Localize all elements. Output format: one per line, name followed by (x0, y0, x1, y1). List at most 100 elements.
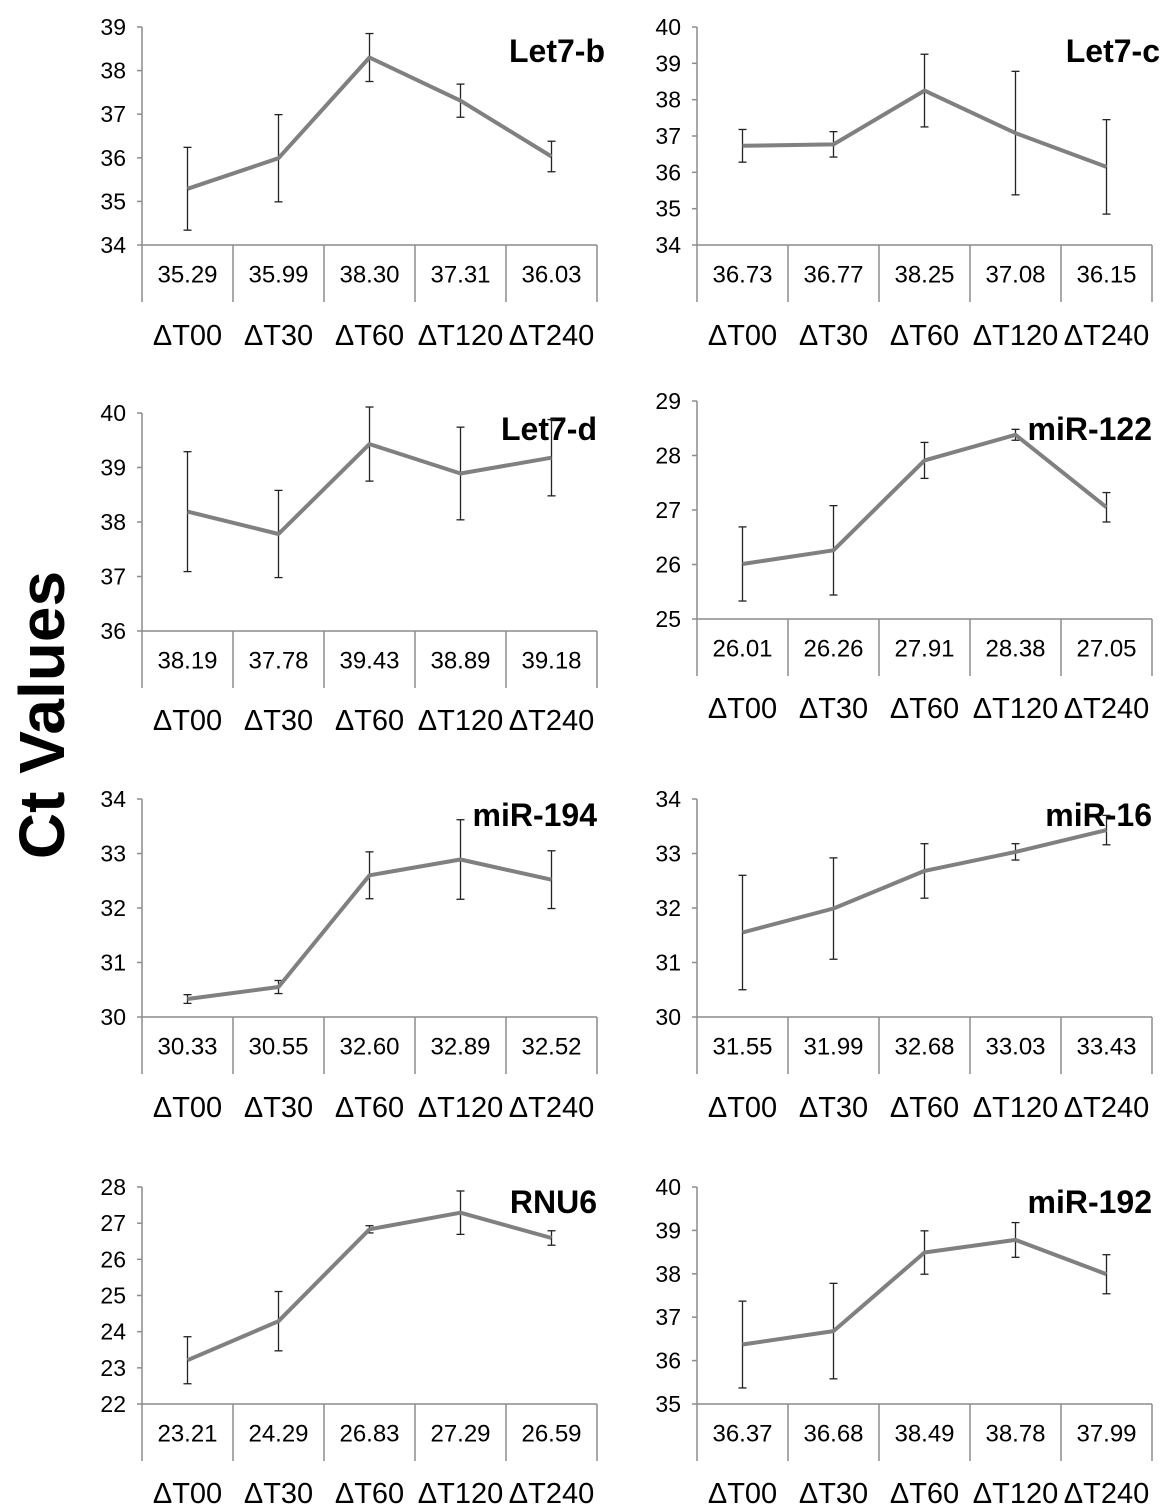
table-value-label: 33.03 (985, 1034, 1045, 1061)
x-category-label: ΔT30 (799, 320, 868, 352)
chart-panel-1: Let7-b 34 35 36 37 38 39 35.29 35.99 38.30 37.31 36… (100, 14, 605, 352)
chart-title: miR-192 (1028, 1184, 1153, 1220)
series-line (186, 1210, 553, 1363)
table-value-label: 39.43 (339, 648, 399, 675)
table-value-label: 28.38 (985, 636, 1045, 663)
x-category-label: ΔT120 (973, 693, 1058, 725)
table-value-label: 38.89 (430, 648, 490, 675)
y-tick-label: 38 (100, 58, 126, 84)
chart-title: RNU6 (510, 1184, 597, 1220)
table-value-label: 26.59 (521, 1421, 581, 1448)
y-tick-label: 25 (100, 1283, 126, 1309)
y-tick-label: 40 (655, 14, 681, 40)
table-value-label: 38.49 (894, 1421, 954, 1448)
table-value-label: 33.43 (1076, 1034, 1136, 1061)
x-category-label: ΔT60 (890, 1092, 959, 1124)
chart-panel-4: miR-122 25 26 27 28 29 26.01 26.26 27.91 28.38 27.… (655, 388, 1153, 725)
table-value-label: 35.29 (157, 262, 217, 289)
table-value-label: 37.08 (985, 262, 1045, 289)
x-category-label: ΔT00 (708, 693, 777, 725)
x-category-label: ΔT240 (1064, 693, 1149, 725)
x-category-label: ΔT00 (153, 1092, 222, 1124)
table-value-label: 32.52 (521, 1034, 581, 1061)
y-tick-label: 34 (100, 786, 126, 812)
y-tick-label: 36 (100, 618, 126, 644)
x-category-label: ΔT60 (335, 1478, 404, 1507)
x-category-label: ΔT30 (244, 320, 313, 352)
y-tick-label: 23 (100, 1355, 126, 1381)
x-category-label: ΔT60 (335, 320, 404, 352)
y-tick-label: 39 (100, 14, 126, 40)
table-value-label: 23.21 (157, 1421, 217, 1448)
chart-title: Let7-c (1066, 33, 1160, 69)
table-value-label: 37.99 (1076, 1421, 1136, 1448)
x-category-label: ΔT120 (418, 1092, 503, 1124)
y-tick-label: 39 (100, 455, 126, 481)
table-value-label: 24.29 (248, 1421, 308, 1448)
table-value-label: 37.31 (430, 262, 490, 289)
chart-panel-8: miR-192 35 36 37 38 39 40 36.37 36.68 38.49 38.78 3… (655, 1174, 1153, 1507)
x-category-label: ΔT60 (890, 693, 959, 725)
table-value-label: 31.55 (712, 1034, 772, 1061)
table-value-label: 32.68 (894, 1034, 954, 1061)
table-value-label: 36.03 (521, 262, 581, 289)
y-tick-label: 31 (100, 950, 126, 976)
y-tick-label: 37 (100, 101, 126, 127)
y-tick-label: 27 (100, 1210, 126, 1236)
x-category-label: ΔT240 (509, 320, 594, 352)
y-tick-label: 36 (655, 1348, 681, 1374)
table-value-label: 26.01 (712, 636, 772, 663)
y-tick-label: 30 (655, 1004, 681, 1030)
x-category-label: ΔT240 (509, 1092, 594, 1124)
y-tick-label: 30 (100, 1004, 126, 1030)
table-value-label: 35.99 (248, 262, 308, 289)
x-category-label: ΔT00 (153, 705, 222, 737)
x-category-label: ΔT30 (244, 1478, 313, 1507)
x-category-label: ΔT30 (244, 705, 313, 737)
x-category-label: ΔT30 (799, 693, 868, 725)
x-category-label: ΔT30 (799, 1478, 868, 1507)
chart-panel-6: miR-16 30 31 32 33 34 31.55 31.99 32.68 33.03 33.4… (655, 786, 1153, 1124)
table-value-label: 32.60 (339, 1034, 399, 1061)
table-value-label: 36.73 (712, 262, 772, 289)
y-tick-label: 40 (100, 400, 126, 426)
x-category-label: ΔT240 (509, 705, 594, 737)
chart-panel-3: Let7-d 36 37 38 39 40 38.19 37.78 39.43 38.89 39.1… (100, 400, 598, 737)
series-line (742, 88, 1108, 169)
x-category-label: ΔT120 (973, 1478, 1058, 1507)
x-category-label: ΔT00 (708, 1478, 777, 1507)
y-tick-label: 29 (655, 388, 681, 414)
series-line (187, 857, 552, 1001)
series-line (741, 828, 1107, 935)
x-category-label: ΔT120 (973, 320, 1058, 352)
y-tick-label: 34 (100, 232, 126, 258)
x-category-label: ΔT30 (799, 1092, 868, 1124)
table-value-label: 38.25 (894, 262, 954, 289)
table-value-label: 38.78 (985, 1421, 1045, 1448)
y-tick-label: 27 (655, 497, 681, 523)
table-value-label: 27.05 (1076, 636, 1136, 663)
chart-title: miR-16 (1045, 797, 1152, 833)
x-category-label: ΔT240 (509, 1478, 594, 1507)
chart-title: miR-122 (1028, 411, 1153, 447)
y-tick-label: 33 (100, 841, 126, 867)
y-tick-label: 32 (655, 895, 681, 921)
x-category-label: ΔT120 (418, 1478, 503, 1507)
y-tick-label: 38 (655, 1261, 681, 1287)
table-value-label: 30.33 (157, 1034, 217, 1061)
y-tick-label: 31 (655, 950, 681, 976)
y-tick-label: 37 (655, 1304, 681, 1330)
table-value-label: 39.18 (521, 648, 581, 675)
series-line (742, 432, 1108, 566)
chart-title: miR-194 (473, 797, 598, 833)
table-value-label: 36.68 (803, 1421, 863, 1448)
table-value-label: 36.77 (803, 262, 863, 289)
x-category-label: ΔT30 (244, 1092, 313, 1124)
y-tick-label: 26 (100, 1246, 126, 1272)
y-tick-label: 37 (100, 564, 126, 590)
y-tick-label: 24 (100, 1319, 126, 1345)
y-tick-label: 36 (100, 145, 126, 171)
y-tick-label: 34 (655, 786, 681, 812)
x-category-label: ΔT60 (335, 705, 404, 737)
